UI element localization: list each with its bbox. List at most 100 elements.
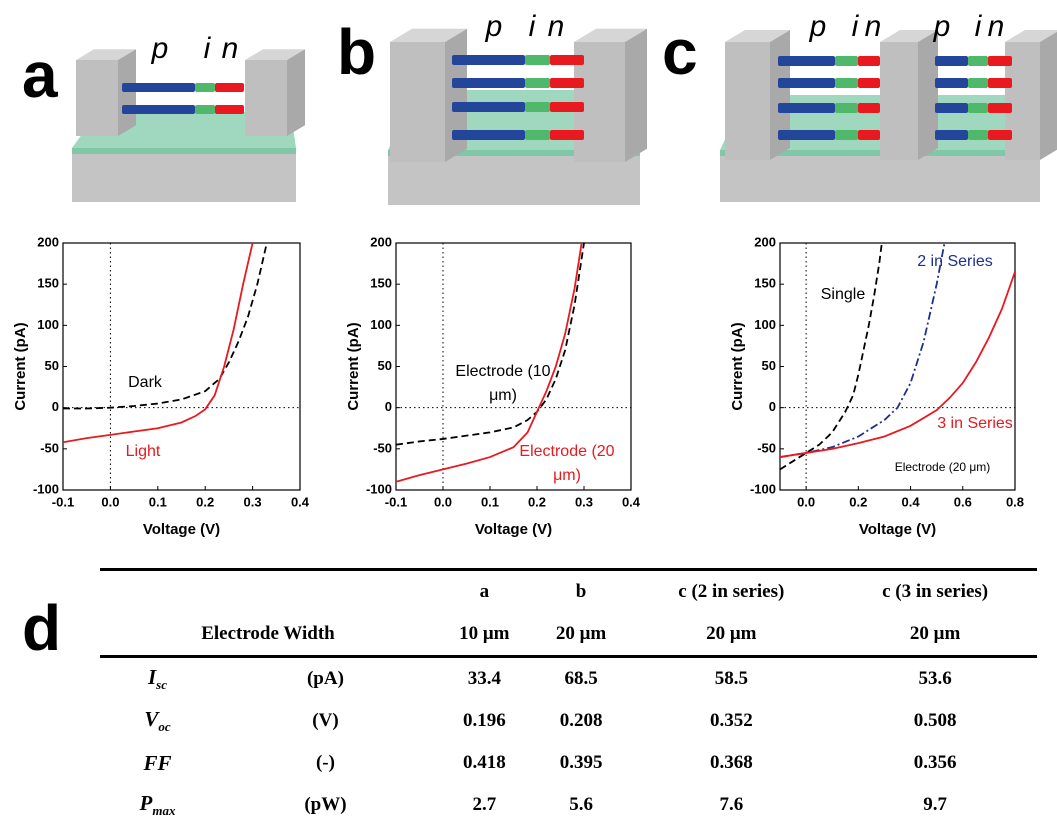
table-row: Electrode Width 10 μm 20 μm 20 μm 20 μm [100, 613, 1037, 658]
nanowire-segment [550, 78, 584, 88]
nanowire-segment [778, 103, 835, 113]
nanowire-segment [195, 83, 215, 92]
column-header: b [532, 568, 630, 613]
nanowire-segment [122, 83, 195, 92]
electrode-side [770, 30, 790, 160]
diagram-label: i [975, 10, 983, 43]
y-tick-label: 100 [37, 317, 59, 332]
diagram-label: n [865, 10, 882, 43]
nanowire-segment [195, 105, 215, 114]
nanowire-segment [968, 78, 988, 88]
y-tick-label: -100 [750, 481, 776, 496]
table-cell: 10 μm [435, 613, 533, 658]
y-tick-label: 150 [370, 276, 392, 291]
y-tick-label: 0 [769, 399, 776, 414]
nanowire-segment [778, 56, 835, 66]
symbol-subscript: oc [158, 718, 171, 734]
electrode-front [390, 42, 445, 162]
plot-frame [779, 242, 1016, 491]
substrate-edge [72, 148, 296, 154]
y-tick-label: -100 [366, 481, 392, 496]
nanowire-segment [525, 55, 550, 65]
nanowire-segment [550, 130, 584, 140]
series-line [396, 243, 583, 483]
x-tick-label: -0.1 [52, 494, 74, 509]
electrode-front [880, 42, 918, 160]
nanowire-segment [935, 103, 968, 113]
x-tick-label: 0.4 [291, 494, 310, 509]
y-tick-label: 200 [37, 234, 59, 249]
x-tick-label: 0.2 [196, 494, 214, 509]
y-axis-label: Current (pA) [345, 322, 362, 410]
table-cell: 20 μm [833, 613, 1037, 658]
x-axis-label: Voltage (V) [475, 521, 552, 538]
electrode-side [918, 30, 938, 160]
symbol-subscript: sc [156, 676, 168, 692]
y-axis-label: Current (pA) [729, 322, 746, 410]
y-tick-label: 150 [754, 276, 776, 291]
symbol-subscript: max [152, 802, 176, 818]
diagram-label: i [529, 10, 537, 43]
y-tick-label: -50 [757, 440, 776, 455]
nanowire-segment [988, 78, 1012, 88]
table-cell: 0.352 [709, 710, 753, 731]
panel-letter: d [22, 592, 62, 664]
nanowire-segment [122, 105, 195, 114]
table-cell: 0.208 [559, 710, 603, 731]
table-cell: 33.4 [467, 668, 501, 689]
nanowire-segment [988, 56, 1012, 66]
electrode-front [1005, 42, 1040, 160]
nanowire-segment [988, 103, 1012, 113]
table-cell: 7.6 [719, 794, 744, 815]
table-cell: 9.7 [923, 794, 947, 815]
table-cell: 53.6 [918, 668, 952, 689]
y-tick-label: -50 [40, 440, 59, 455]
x-tick-label: -0.1 [385, 494, 407, 509]
diagram-label: i [852, 10, 860, 43]
diagram-label: p [933, 10, 951, 43]
nanowire-segment [215, 105, 244, 114]
plot-frame [62, 242, 301, 491]
electrode-front [725, 42, 770, 160]
table-cell: 0.508 [913, 710, 957, 731]
series-line [63, 243, 268, 410]
device-diagrams [72, 28, 1057, 205]
nanowire-segment [835, 78, 858, 88]
y-tick-label: 50 [378, 358, 392, 373]
y-tick-label: 50 [45, 358, 59, 373]
nanowire-segment [835, 56, 858, 66]
y-tick-label: 150 [37, 276, 59, 291]
nanowire-segment [935, 56, 968, 66]
column-header: a [435, 568, 533, 613]
nanowire-segment [968, 56, 988, 66]
x-axis-label: Voltage (V) [859, 521, 936, 538]
row-header: Electrode Width [100, 613, 436, 658]
column-header: c (3 in series) [833, 568, 1037, 613]
nanowire-segment [452, 130, 525, 140]
electrode-top [1005, 30, 1057, 42]
electrode-top [574, 28, 647, 42]
nanowire-segment [835, 130, 858, 140]
nanowire-segment [968, 130, 988, 140]
symbol: I [147, 665, 157, 690]
table-cell: 5.6 [569, 794, 593, 815]
plot-frame [395, 242, 632, 491]
nanowire-segment [858, 56, 880, 66]
table-row: FF (-) 0.418 0.395 0.368 0.356 [100, 742, 1037, 784]
x-tick-label: 0.0 [101, 494, 119, 509]
nanowire-segment [215, 83, 244, 92]
x-tick-label: 0.1 [149, 494, 167, 509]
electrode-side [1040, 31, 1057, 160]
nanowire-segment [935, 78, 968, 88]
electrode-side [118, 49, 136, 137]
electrode-side [287, 49, 305, 137]
table-cell: 58.5 [714, 668, 748, 689]
series-line [780, 243, 946, 458]
y-tick-label: 200 [370, 234, 392, 249]
symbol: FF [143, 750, 172, 775]
symbol: P [139, 791, 153, 816]
